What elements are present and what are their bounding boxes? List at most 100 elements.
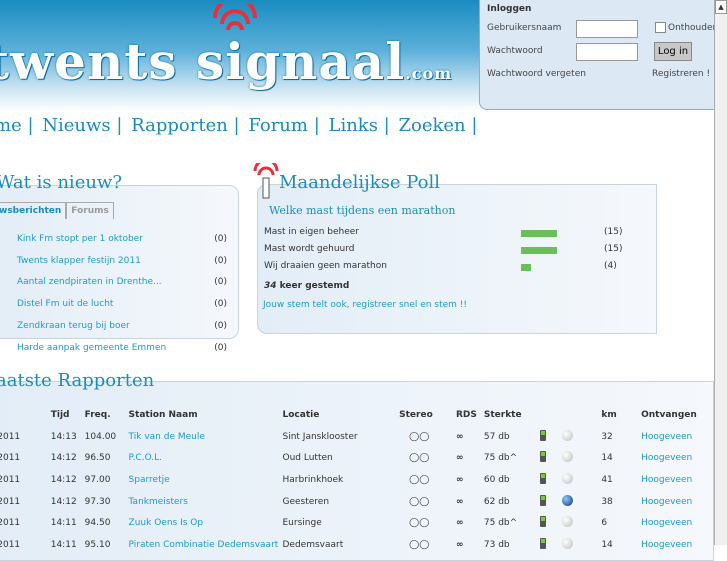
received-link[interactable]: Hoogeveen bbox=[641, 496, 693, 507]
rds-icon: ∞ bbox=[455, 496, 464, 507]
column-header: Stereo bbox=[399, 409, 433, 420]
register-link[interactable]: Registreren ! bbox=[652, 69, 711, 79]
username-input[interactable] bbox=[576, 20, 638, 38]
globe-icon[interactable] bbox=[561, 516, 573, 528]
nav-zoeken[interactable]: Zoeken | bbox=[398, 115, 478, 136]
comment-count: (0) bbox=[214, 342, 227, 353]
globe-icon[interactable] bbox=[561, 451, 573, 463]
remember-checkbox[interactable]: Onthouden bbox=[655, 22, 718, 33]
freq-cell: 97.30 bbox=[84, 496, 111, 507]
poll-question: Welke mast tijdens een marathon bbox=[269, 204, 456, 217]
date-cell: -2011 bbox=[0, 518, 21, 529]
main-nav: me | Nieuws | Rapporten | Forum | Links … bbox=[0, 115, 480, 136]
password-input[interactable] bbox=[576, 43, 638, 61]
column-header: Ontvangen bbox=[641, 409, 697, 420]
poll-total: 34 keer gestemd bbox=[264, 281, 350, 291]
poll-option: Mast in eigen beheer (15) bbox=[264, 227, 624, 237]
date-cell: -2011 bbox=[0, 431, 21, 442]
table-row[interactable]: -2011 14:12 97.30 Tankmeisters Geesteren… bbox=[0, 491, 721, 513]
received-link[interactable]: Hoogeveen bbox=[641, 518, 693, 529]
table-row[interactable]: -2011 14:12 97.00 Sparretje Harbrinkhoek… bbox=[0, 469, 721, 491]
station-link[interactable]: Tankmeisters bbox=[128, 496, 188, 507]
news-tabs: wsberichten Forums bbox=[0, 202, 114, 219]
received-link[interactable]: Hoogeveen bbox=[641, 453, 693, 464]
site-logo[interactable]: twents signaal.com bbox=[0, 32, 453, 91]
nav-nieuws[interactable]: Nieuws | bbox=[42, 115, 123, 136]
table-row[interactable]: -2011 14:13 104.00 Tik van de Meule Sint… bbox=[0, 426, 721, 448]
poll-option-label: Wij draaien geen marathon bbox=[264, 261, 387, 271]
nav-home[interactable]: me | bbox=[0, 115, 34, 136]
scrollbar[interactable]: ▲ bbox=[714, 0, 727, 545]
column-header: Tijd bbox=[50, 409, 70, 420]
news-link[interactable]: Zendkraan terug bij boer bbox=[17, 320, 130, 331]
globe-icon[interactable] bbox=[561, 429, 573, 441]
news-title: Wat is nieuw? bbox=[0, 172, 122, 193]
news-link[interactable]: Distel Fm uit de lucht bbox=[17, 299, 114, 310]
received-link[interactable]: Hoogeveen bbox=[641, 474, 693, 485]
strength-cell: 62 db bbox=[483, 496, 510, 507]
comment-count: (0) bbox=[214, 320, 227, 331]
rds-icon: ∞ bbox=[455, 518, 464, 529]
station-link[interactable]: Tik van de Meule bbox=[128, 431, 205, 442]
km-cell: 41 bbox=[601, 474, 613, 485]
signal-antenna-icon bbox=[213, 4, 257, 31]
news-link[interactable]: Aantal zendpiraten in Drenthe... bbox=[17, 277, 162, 288]
receiver-icon bbox=[539, 429, 546, 441]
poll-count: (4) bbox=[604, 261, 617, 271]
station-link[interactable]: Sparretje bbox=[128, 474, 170, 485]
received-link[interactable]: Hoogeveen bbox=[641, 431, 693, 442]
km-cell: 14 bbox=[601, 453, 613, 464]
forgot-password-link[interactable]: Wachtwoord vergeten bbox=[487, 69, 586, 79]
strength-cell: 75 db^ bbox=[483, 518, 518, 529]
km-cell: 6 bbox=[601, 518, 608, 529]
comment-count: (0) bbox=[214, 234, 227, 244]
news-link[interactable]: Kink Fm stopt per 1 oktober bbox=[17, 234, 143, 244]
location-cell: Eursinge bbox=[282, 518, 322, 529]
poll-bar bbox=[521, 264, 531, 271]
poll-antenna-icon bbox=[253, 163, 279, 199]
station-link[interactable]: P.C.O.L. bbox=[128, 453, 163, 464]
scroll-up-arrow-icon[interactable]: ▲ bbox=[715, 0, 727, 14]
globe-icon[interactable] bbox=[561, 472, 573, 484]
news-item: Twents klapper festijn 2011 (0) bbox=[17, 256, 227, 266]
location-cell: Oud Lutten bbox=[282, 453, 333, 464]
strength-cell: 57 db bbox=[483, 431, 510, 442]
column-header bbox=[540, 404, 562, 426]
poll-register-link[interactable]: Jouw stem telt ook, registreer snel en s… bbox=[263, 300, 467, 310]
nav-rapporten[interactable]: Rapporten | bbox=[131, 115, 240, 136]
station-link[interactable]: Zuuk Oens Is Op bbox=[128, 518, 204, 529]
column-header: n bbox=[0, 404, 51, 426]
nav-forum[interactable]: Forum | bbox=[248, 115, 320, 136]
tab-nieuwsberichten[interactable]: wsberichten bbox=[0, 202, 67, 219]
globe-icon[interactable] bbox=[561, 537, 573, 549]
date-cell: -2011 bbox=[0, 453, 21, 464]
table-row[interactable]: -2011 14:11 94.50 Zuuk Oens Is Op Eursin… bbox=[0, 512, 721, 534]
stereo-icon: ◯◯ bbox=[409, 431, 430, 442]
login-button[interactable]: Log in bbox=[654, 42, 692, 61]
stereo-icon: ◯◯ bbox=[409, 453, 430, 464]
globe-icon[interactable] bbox=[561, 494, 573, 506]
news-link[interactable]: Twents klapper festijn 2011 bbox=[17, 255, 141, 266]
location-cell: Geesteren bbox=[282, 496, 330, 507]
time-cell: 14:12 bbox=[50, 474, 77, 485]
poll-option: Mast wordt gehuurd (15) bbox=[264, 244, 624, 254]
news-link[interactable]: Harde aanpak gemeente Emmen bbox=[17, 342, 167, 353]
checkbox-icon[interactable] bbox=[655, 22, 666, 33]
receiver-icon bbox=[539, 537, 546, 549]
poll-option-label: Mast in eigen beheer bbox=[264, 227, 360, 237]
table-row[interactable]: -2011 14:12 96.50 P.C.O.L. Oud Lutten ◯◯… bbox=[0, 447, 721, 469]
stereo-icon: ◯◯ bbox=[409, 474, 430, 485]
time-cell: 14:12 bbox=[50, 453, 77, 464]
nav-links[interactable]: Links | bbox=[328, 115, 390, 136]
poll-count: (15) bbox=[604, 244, 623, 254]
column-header: Locatie bbox=[282, 409, 320, 420]
login-title: Inloggen bbox=[487, 4, 532, 14]
poll-title: Maandelijkse Poll bbox=[279, 172, 441, 193]
freq-cell: 96.50 bbox=[84, 453, 111, 464]
tab-forums[interactable]: Forums bbox=[66, 202, 114, 219]
freq-cell: 97.00 bbox=[84, 474, 111, 485]
receiver-icon bbox=[539, 516, 546, 528]
stereo-icon: ◯◯ bbox=[409, 518, 430, 529]
comment-count: (0) bbox=[214, 277, 227, 288]
